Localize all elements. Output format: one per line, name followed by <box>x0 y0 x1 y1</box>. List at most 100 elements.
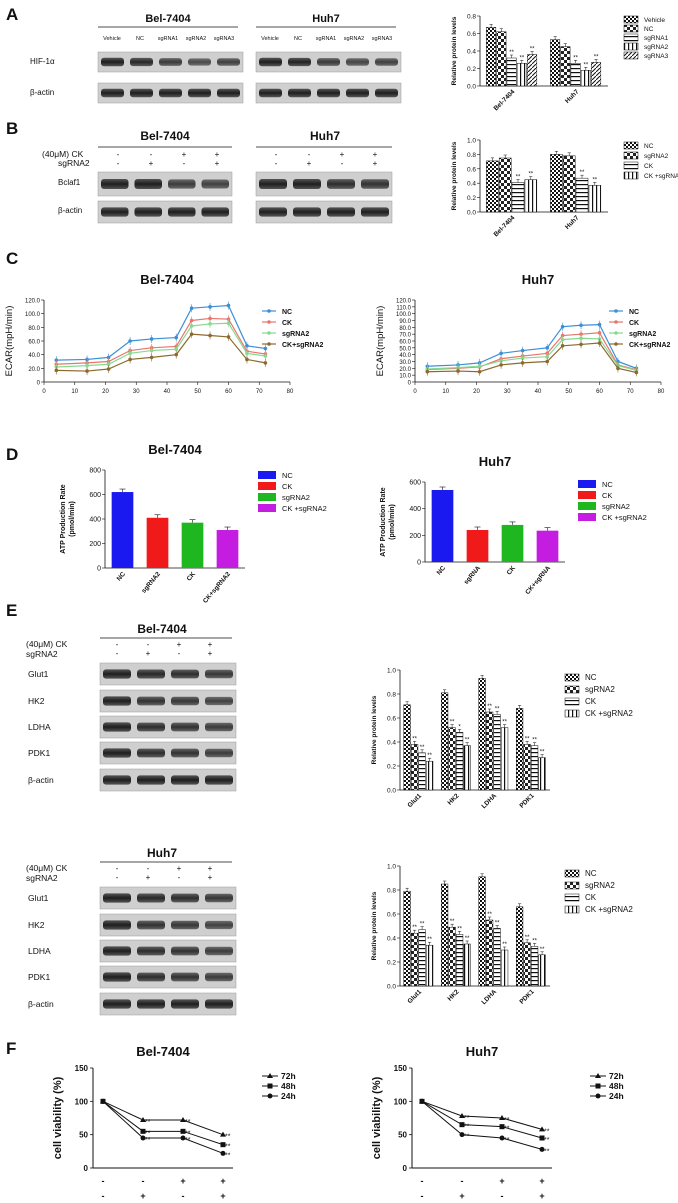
y-tick-label: 600 <box>89 492 101 499</box>
blot-strip <box>99 939 237 963</box>
blot-band <box>205 972 233 982</box>
treatment-label: sgRNA2 <box>26 873 58 883</box>
lane-label: Vehicle <box>261 36 279 42</box>
y-tick-label: 40.0 <box>28 353 40 359</box>
data-point <box>226 303 231 308</box>
data-point <box>545 346 550 350</box>
significance-mark: ** <box>185 1137 191 1144</box>
legend-swatch <box>258 471 276 479</box>
data-point <box>220 1150 226 1156</box>
significance-mark: ** <box>516 174 521 180</box>
blot-band <box>201 207 229 217</box>
y-tick-label: 0.4 <box>467 49 476 56</box>
chart-title: Huh7 <box>479 454 512 469</box>
data-point <box>149 337 154 341</box>
legend-swatch <box>564 893 580 902</box>
significance-mark: ** <box>584 62 589 68</box>
bar <box>501 727 509 791</box>
y-tick-label: 10.0 <box>399 374 411 380</box>
treatment-mark: + <box>215 159 220 168</box>
bar <box>580 70 591 87</box>
significance-mark: ** <box>450 919 455 925</box>
data-point <box>634 370 639 375</box>
y-tick-label: 200 <box>409 533 421 540</box>
significance-mark: ** <box>225 1152 231 1159</box>
treatment-mark: - <box>421 1191 424 1201</box>
row-label: β-actin <box>28 775 54 785</box>
data-point <box>208 316 212 321</box>
data-point <box>520 361 525 365</box>
y-tick-label: 0 <box>37 381 41 387</box>
lane-label: sgRNA2 <box>186 36 206 42</box>
data-point <box>579 323 583 328</box>
significance-mark: ** <box>495 920 500 926</box>
treatment-mark: + <box>340 150 345 159</box>
bar <box>523 744 531 791</box>
blot-band <box>327 179 355 189</box>
data-point <box>245 351 249 356</box>
data-point <box>263 346 268 351</box>
treatment-mark: - <box>421 1176 424 1186</box>
series-line <box>102 1100 224 1136</box>
blot-strip <box>99 965 237 989</box>
y-tick-label: 60.0 <box>399 340 411 346</box>
y-tick-label: 0.0 <box>467 84 476 91</box>
treatment-mark: - <box>182 1191 185 1201</box>
y-axis-label: ECAR(mpH/min) <box>4 306 15 377</box>
data-point <box>459 1113 465 1118</box>
data-point <box>499 1115 505 1120</box>
bar <box>493 928 501 987</box>
x-tick-label: 40 <box>535 389 542 395</box>
bar <box>431 490 454 562</box>
legend-label: sgRNA2 <box>629 331 656 338</box>
blot-strip <box>99 768 237 792</box>
legend-label: CK+sgRNA2 <box>282 342 324 349</box>
data-point <box>545 354 550 359</box>
blot-band <box>259 178 287 190</box>
legend-swatch <box>623 33 639 42</box>
legend-label: sgRNA2 <box>585 685 615 694</box>
data-point <box>208 305 212 309</box>
bar <box>478 876 486 987</box>
bar <box>560 46 571 87</box>
y-tick-label: 120.0 <box>25 299 41 305</box>
data-point <box>560 333 565 338</box>
legend-label: 48h <box>609 1081 624 1091</box>
data-point <box>245 357 249 362</box>
blot-band <box>205 722 233 732</box>
data-point <box>226 321 231 326</box>
bar <box>506 57 517 87</box>
y-tick-label: 0.6 <box>467 166 476 173</box>
treatment-mark: - <box>178 649 181 658</box>
significance-mark: ** <box>530 47 535 53</box>
treatment-mark: + <box>220 1191 225 1201</box>
x-tick-label: 0 <box>413 389 417 395</box>
legend-marker <box>614 309 618 313</box>
blot-band <box>103 999 131 1009</box>
bar <box>441 883 449 987</box>
y-tick-label: 0.6 <box>467 31 476 38</box>
significance-mark: ** <box>540 750 545 756</box>
x-tick-label: Glut1 <box>406 988 423 1005</box>
legend-swatch <box>578 513 596 521</box>
legend-marker <box>267 320 271 324</box>
y-tick-label: 0.2 <box>467 66 476 73</box>
data-point <box>106 355 111 360</box>
treatment-mark: - <box>341 159 344 168</box>
treatment-mark: - <box>116 649 119 658</box>
data-point <box>267 1083 273 1089</box>
treatment-mark: + <box>208 864 213 873</box>
panel-letter: F <box>6 1039 16 1058</box>
legend-label: sgRNA2 <box>602 502 630 511</box>
e-bel-blot-4 <box>99 768 237 792</box>
x-tick-label: 30 <box>504 389 511 395</box>
data-point <box>263 361 268 365</box>
x-tick-label: 40 <box>164 389 171 395</box>
y-tick-label: 0 <box>408 381 412 387</box>
bar <box>411 932 419 987</box>
bar <box>531 946 539 987</box>
lane-label: sgRNA1 <box>316 36 336 42</box>
bar <box>181 522 204 568</box>
blot-band <box>168 179 196 189</box>
blot-band <box>101 178 129 190</box>
